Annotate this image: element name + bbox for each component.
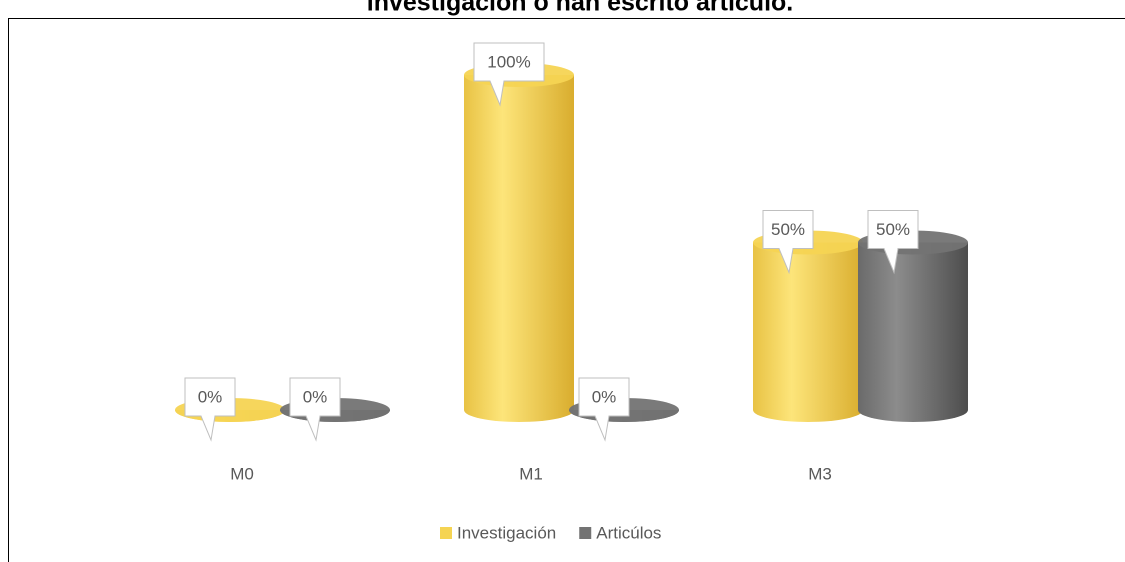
legend-swatch xyxy=(440,527,452,539)
cylinder xyxy=(753,230,863,422)
cylinder-body xyxy=(858,242,968,422)
cylinder-body xyxy=(753,242,863,422)
callout xyxy=(578,377,630,442)
callout xyxy=(867,210,919,275)
data-label: 0% xyxy=(198,387,223,406)
data-label: 0% xyxy=(303,387,328,406)
legend-label: Articúlos xyxy=(596,523,661,542)
cylinder-body xyxy=(464,75,574,422)
callout xyxy=(473,42,545,107)
x-tick-label: M0 xyxy=(230,464,254,483)
cylinder xyxy=(858,230,968,422)
chart-frame xyxy=(8,18,1125,562)
callout xyxy=(184,377,236,442)
callout xyxy=(289,377,341,442)
x-tick-label: M1 xyxy=(519,464,543,483)
legend-label: Investigación xyxy=(457,523,556,542)
data-label: 50% xyxy=(876,220,910,239)
legend-swatch xyxy=(579,527,592,539)
data-label: 0% xyxy=(592,387,617,406)
callout xyxy=(762,210,814,275)
x-tick-label: M3 xyxy=(808,464,832,483)
chart-title: investigación o han escrito artículo. xyxy=(367,0,794,17)
data-label: 100% xyxy=(487,52,530,71)
cylinder xyxy=(464,63,574,422)
data-label: 50% xyxy=(771,220,805,239)
